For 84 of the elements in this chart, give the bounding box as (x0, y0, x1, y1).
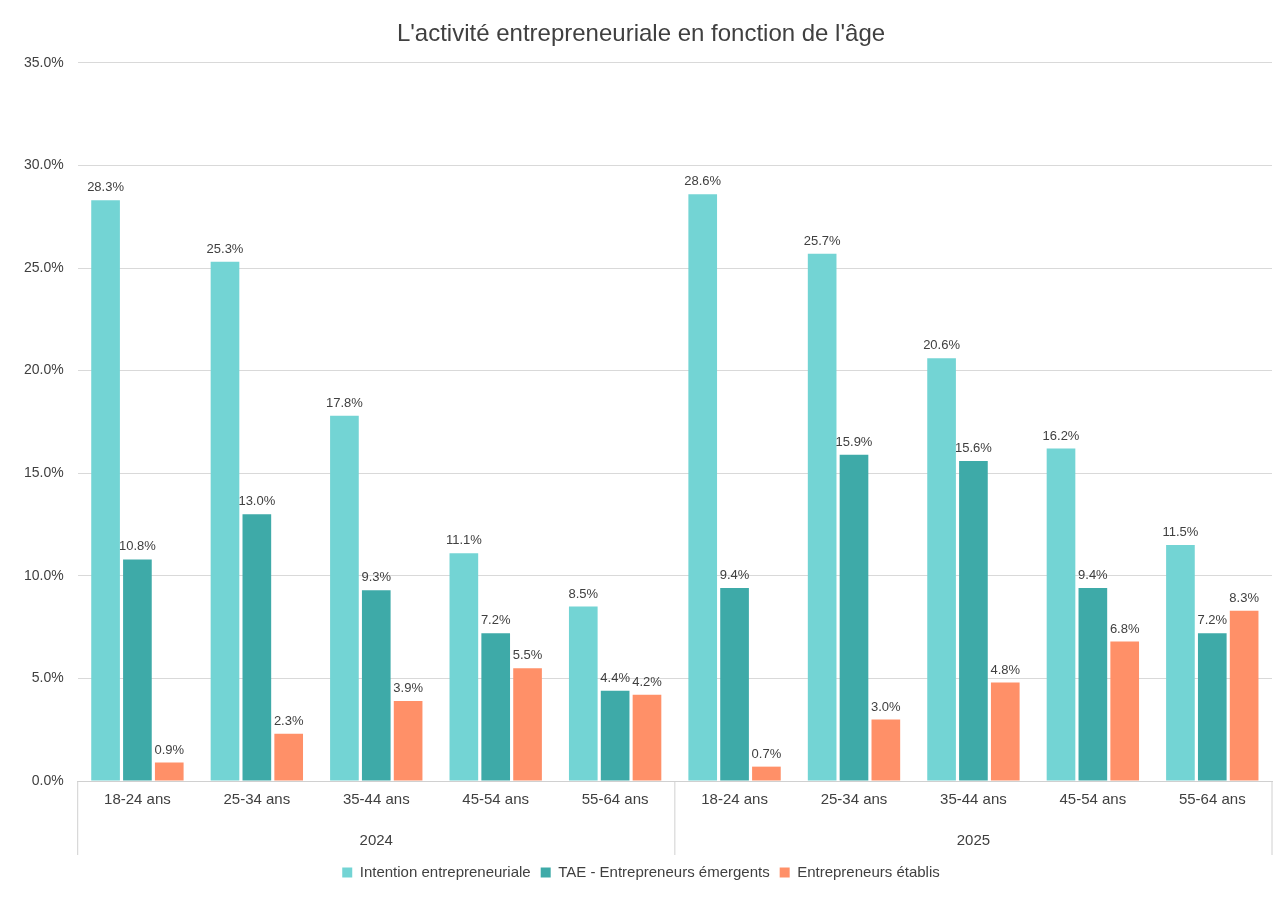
data-label: 4.2% (632, 673, 663, 689)
y-tick-label: 5.0% (31, 669, 64, 686)
bar (481, 633, 511, 781)
data-label: 8.3% (1229, 589, 1260, 605)
data-label: 9.4% (719, 567, 750, 583)
bar (1166, 545, 1195, 781)
x-tick-label: 25-34 ans (820, 790, 888, 808)
data-label: 0.7% (751, 745, 782, 761)
y-tick-label: 30.0% (23, 156, 64, 173)
data-label: 25.3% (206, 240, 244, 256)
bar (959, 460, 988, 781)
bar (123, 559, 152, 781)
bar (274, 733, 304, 781)
data-label: 0.9% (154, 741, 185, 757)
bar (839, 454, 869, 781)
bar (449, 553, 479, 781)
x-tick-label: 25-34 ans (223, 790, 291, 808)
bar (210, 261, 240, 781)
bar (600, 690, 630, 781)
data-label: 25.7% (803, 232, 842, 248)
bar (242, 514, 272, 781)
data-label: 3.9% (393, 680, 424, 696)
data-label: 9.3% (361, 569, 392, 585)
bar (361, 590, 391, 781)
data-label: 10.8% (118, 538, 157, 554)
data-label: 16.2% (1042, 427, 1080, 443)
bar (91, 200, 120, 781)
y-tick-label: 15.0% (23, 464, 64, 481)
bar (1110, 641, 1140, 781)
bar (1078, 588, 1108, 781)
y-tick-label: 25.0% (23, 258, 64, 275)
data-label: 4.4% (600, 669, 631, 685)
data-label: 28.6% (684, 173, 722, 189)
x-tick-label: 35-44 ans (940, 790, 1007, 808)
data-label: 20.6% (923, 337, 961, 353)
text: 2025 (956, 831, 991, 849)
bar (752, 766, 781, 781)
data-label: 6.8% (1109, 620, 1140, 636)
x-tick-label: 55-64 ans (1178, 790, 1246, 808)
bar (720, 588, 749, 781)
bar (990, 682, 1020, 781)
data-label: 17.8% (325, 394, 364, 410)
text: 2024 (359, 831, 393, 849)
legend-label: Intention entrepreneuriale (359, 862, 531, 880)
bar (393, 700, 423, 781)
y-tick-label: 10.0% (23, 566, 64, 583)
y-tick-label: 0.0% (31, 771, 64, 788)
x-tick-label: 45-54 ans (462, 790, 530, 808)
data-label: 15.9% (835, 433, 873, 449)
bar (871, 719, 901, 781)
data-label: 15.6% (954, 439, 993, 455)
bar (927, 358, 956, 781)
y-tick-label: 35.0% (23, 53, 64, 70)
bar (1197, 633, 1227, 781)
chart-title: L'activité entrepreneuriale en fonction de l'âge (396, 19, 886, 47)
bar (1229, 610, 1259, 781)
data-label: 7.2% (1197, 612, 1228, 628)
data-label: 28.3% (87, 179, 125, 195)
data-label: 9.4% (1078, 567, 1109, 583)
bar (807, 253, 837, 781)
data-label: 2.3% (273, 712, 304, 728)
bar (632, 694, 662, 781)
x-tick-label: 18-24 ans (701, 790, 768, 808)
y-tick-label: 20.0% (23, 361, 64, 378)
bar (513, 668, 542, 781)
bar (568, 606, 598, 781)
data-label: 5.5% (512, 647, 543, 663)
data-label: 3.0% (871, 698, 902, 714)
bar (688, 194, 718, 781)
bar (330, 415, 359, 781)
x-tick-label: 45-54 ans (1059, 790, 1127, 808)
data-label: 4.8% (990, 661, 1021, 677)
bar (154, 762, 184, 781)
x-tick-label: 18-24 ans (104, 790, 171, 808)
data-label: 8.5% (568, 585, 599, 601)
data-label: 13.0% (238, 493, 276, 509)
x-tick-label: 55-64 ans (581, 790, 649, 808)
data-label: 11.5% (1162, 524, 1199, 540)
data-label: 7.2% (480, 612, 511, 628)
legend-label: TAE - Entrepreneurs émergents (558, 862, 770, 880)
bar (1046, 448, 1076, 781)
data-label: 11.1% (445, 532, 483, 548)
legend-label: Entrepreneurs établis (797, 862, 940, 880)
x-tick-label: 35-44 ans (342, 790, 410, 808)
